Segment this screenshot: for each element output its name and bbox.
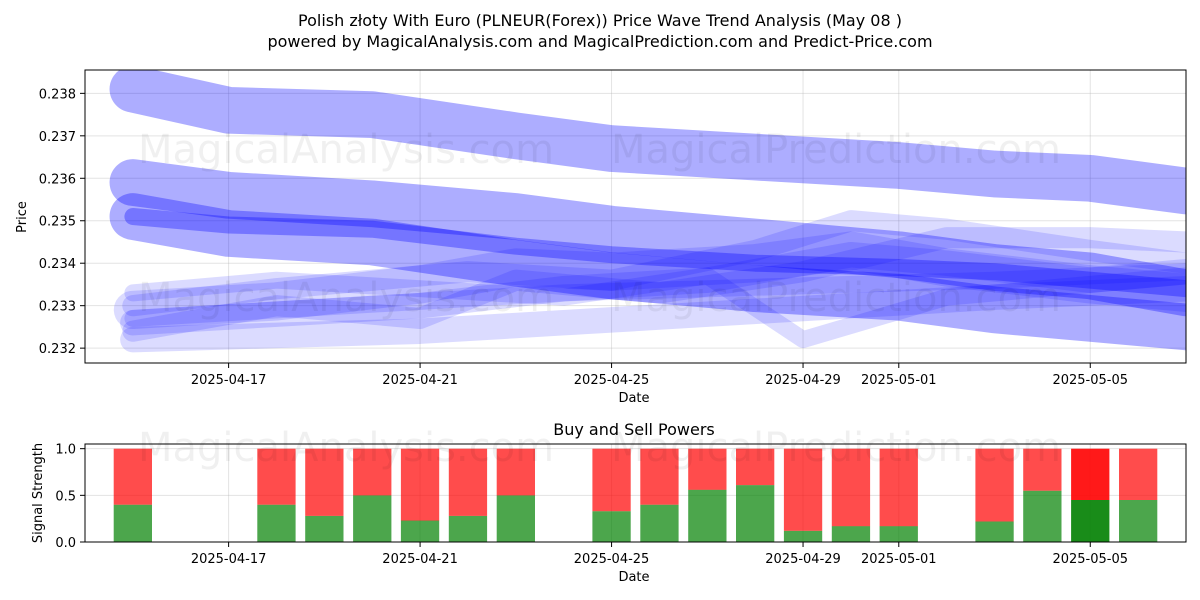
buy-bar-13 <box>879 526 918 542</box>
price-y-tick-2: 0.234 <box>39 257 76 272</box>
wave-band-1 <box>109 159 1186 317</box>
power-x-tick-2: 2025-04-25 <box>574 552 650 567</box>
chart-title: Polish złoty With Euro (PLNEUR(Forex)) P… <box>298 11 902 30</box>
price-grid <box>85 70 1186 363</box>
price-y-tick-3: 0.235 <box>39 215 76 230</box>
power-y-label: Signal Strength <box>31 443 46 543</box>
sell-bar-16 <box>1071 448 1110 500</box>
price-x-label: Date <box>618 391 649 406</box>
wave-band-7 <box>120 275 1186 353</box>
price-y-tick-0: 0.232 <box>39 342 76 357</box>
power-x-label: Date <box>618 570 649 585</box>
sell-bar-7 <box>592 448 631 512</box>
wave-band-3 <box>124 208 1186 298</box>
watermark-prediction-top: MagicalPrediction.com <box>611 127 1061 173</box>
buy-bar-16 <box>1071 500 1110 542</box>
wave-band-4 <box>113 231 1186 329</box>
price-y-label: Price <box>15 201 30 233</box>
wave-band-10 <box>124 263 1186 327</box>
price-x-tick-0: 2025-04-17 <box>191 373 267 388</box>
price-x-tick-5: 2025-05-05 <box>1052 373 1128 388</box>
sell-bar-2 <box>305 448 344 516</box>
sell-bar-13 <box>879 448 918 527</box>
sell-bar-0 <box>113 448 152 505</box>
power-chart-title: Buy and Sell Powers <box>553 420 715 439</box>
buy-bar-8 <box>640 504 679 542</box>
price-plot-frame <box>84 69 1187 364</box>
power-x-tick-5: 2025-05-05 <box>1052 552 1128 567</box>
power-y-tick-1: 0.5 <box>55 489 76 504</box>
price-x-tick-3: 2025-04-29 <box>765 373 841 388</box>
wave-band-0 <box>109 70 1186 215</box>
power-bars <box>113 448 1158 542</box>
buy-bar-17 <box>1119 500 1158 542</box>
watermark-analysis-top: MagicalAnalysis.com <box>138 127 554 173</box>
price-axis-ticks: 2025-04-17 2025-04-21 2025-04-25 2025-04-29… <box>39 87 1128 388</box>
chart-subtitle: powered by MagicalAnalysis.com and Magic… <box>267 32 932 51</box>
watermark-analysis-bottom: MagicalAnalysis.com <box>138 425 554 471</box>
price-y-tick-4: 0.236 <box>39 172 76 187</box>
buy-bar-10 <box>736 485 775 542</box>
wave-band-8 <box>122 210 1186 317</box>
buy-bar-0 <box>113 504 152 542</box>
watermark-prediction-mid: MagicalPrediction.com <box>611 275 1061 321</box>
buy-bar-11 <box>783 530 823 542</box>
watermark-prediction-bottom: MagicalPrediction.com <box>611 425 1061 471</box>
wave-band-2 <box>109 193 1186 351</box>
power-y-tick-2: 1.0 <box>55 443 76 458</box>
sell-bar-1 <box>257 448 296 505</box>
power-plot-frame <box>84 443 1187 543</box>
price-y-tick-1: 0.233 <box>39 300 76 315</box>
buy-bar-4 <box>400 520 440 542</box>
sell-bar-3 <box>353 448 392 496</box>
buy-bar-12 <box>831 526 871 542</box>
power-x-tick-4: 2025-05-01 <box>861 552 937 567</box>
wave-band-5 <box>120 241 1186 336</box>
power-x-tick-3: 2025-04-29 <box>765 552 841 567</box>
wave-bands <box>109 70 1186 353</box>
buy-bar-6 <box>496 495 535 542</box>
sell-bar-11 <box>783 448 823 531</box>
price-y-tick-5: 0.237 <box>39 130 76 145</box>
sell-bar-4 <box>400 448 440 521</box>
power-y-tick-0: 0.0 <box>55 536 76 551</box>
wave-band-6 <box>122 227 1186 342</box>
price-x-tick-1: 2025-04-21 <box>382 373 458 388</box>
price-y-tick-6: 0.238 <box>39 87 76 102</box>
sell-bar-17 <box>1119 448 1158 500</box>
price-x-tick-2: 2025-04-25 <box>574 373 650 388</box>
buy-bar-7 <box>592 511 631 542</box>
sell-bar-6 <box>496 448 535 496</box>
price-x-tick-4: 2025-05-01 <box>861 373 937 388</box>
wave-band-9 <box>124 267 1186 349</box>
buy-bar-3 <box>353 495 392 542</box>
buy-bar-1 <box>257 504 296 542</box>
buy-bar-14 <box>975 521 1014 542</box>
sell-bar-12 <box>831 448 871 527</box>
buy-bar-15 <box>1023 490 1062 542</box>
buy-bar-2 <box>305 515 344 542</box>
power-x-tick-0: 2025-04-17 <box>191 552 267 567</box>
power-axis-ticks: 2025-04-17 2025-04-21 2025-04-25 2025-04-29… <box>55 443 1128 567</box>
watermark-analysis-mid: MagicalAnalysis.com <box>138 275 554 321</box>
buy-bar-5 <box>448 515 488 542</box>
power-x-tick-1: 2025-04-21 <box>382 552 458 567</box>
buy-bar-9 <box>688 489 727 542</box>
sell-bar-14 <box>975 448 1014 522</box>
sell-bar-9 <box>688 448 727 490</box>
sell-bar-5 <box>448 448 488 516</box>
sell-bar-8 <box>640 448 679 505</box>
sell-bar-10 <box>736 448 775 486</box>
sell-bar-15 <box>1023 448 1062 491</box>
